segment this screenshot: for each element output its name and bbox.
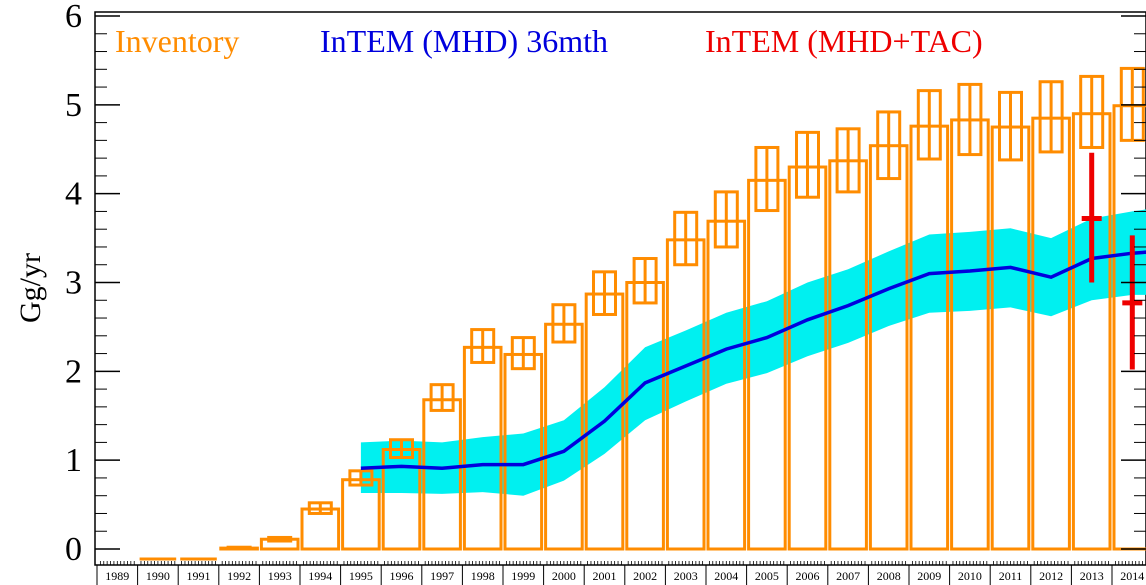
inventory-error-box: [673, 210, 699, 267]
year-label: 2002: [633, 569, 657, 583]
y-tick-label: 6: [65, 0, 82, 35]
y-tick-label: 0: [65, 531, 82, 568]
year-label: 1989: [105, 569, 129, 583]
inventory-bar: [868, 144, 909, 551]
inventory-error-box: [1038, 80, 1064, 154]
inventory-error-box: [957, 82, 983, 157]
year-label: 1997: [430, 569, 454, 583]
inventory-error-box: [307, 501, 333, 515]
inventory-bar: [1031, 116, 1071, 551]
year-label: 2009: [917, 569, 941, 583]
intem-uncertainty-band: [360, 209, 1146, 496]
y-tick-label: 5: [65, 87, 82, 124]
intem-line-layer: [360, 250, 1146, 470]
year-label: 2008: [877, 569, 901, 583]
inventory-error-box: [835, 127, 861, 194]
y-tick-label: 1: [65, 442, 82, 479]
intem-mhd-line: [360, 250, 1146, 470]
inventory-error-box: [267, 535, 293, 543]
inventory-error-box: [551, 303, 577, 344]
inventory-bar: [950, 118, 990, 551]
inventory-error-box: [998, 90, 1023, 162]
inventory-error-box: [754, 145, 780, 213]
inventory-error-box: [510, 336, 536, 371]
legend-inventory: Inventory: [115, 23, 239, 59]
y-tick-label: 3: [65, 265, 82, 302]
legend-intem-mhd: InTEM (MHD) 36mth: [320, 23, 608, 59]
inventory-error-box: [592, 270, 617, 316]
year-label: 1990: [146, 569, 170, 583]
year-label: 2011: [999, 569, 1023, 583]
inventory-error-box: [916, 89, 942, 161]
inventory-bar: [828, 159, 868, 551]
inventory-error-box: [226, 545, 252, 551]
year-label: 1995: [349, 569, 373, 583]
inventory-bar: [909, 124, 950, 551]
year-label: 1999: [511, 569, 535, 583]
year-label: 2013: [1080, 569, 1104, 583]
inventory-error-box: [389, 438, 414, 460]
year-label: 1993: [268, 569, 292, 583]
year-label: 1996: [390, 569, 414, 583]
inventory-error-box: [795, 130, 820, 199]
year-label: 2005: [755, 569, 779, 583]
intem-tac-layer: [1081, 152, 1143, 370]
inventory-error-box: [632, 257, 658, 305]
year-label: 2007: [836, 569, 860, 583]
year-label: 2001: [593, 569, 617, 583]
legend-intem-mhd-tac: InTEM (MHD+TAC): [705, 23, 983, 59]
inventory-error-box: [429, 383, 455, 412]
year-label: 1998: [471, 569, 495, 583]
inventory-error-box: [713, 190, 739, 249]
y-tick-label: 4: [65, 176, 82, 213]
year-label: 2006: [796, 569, 820, 583]
year-label: 2000: [552, 569, 576, 583]
inventory-error-box: [348, 469, 374, 487]
y-tick-label: 2: [65, 353, 82, 390]
uncertainty-band-layer: [360, 209, 1146, 496]
inventory-bar: [300, 507, 341, 551]
inventory-error-box: [1079, 74, 1105, 149]
inventory-bar: [990, 125, 1031, 551]
year-label: 1992: [227, 569, 251, 583]
year-label: 1991: [187, 569, 211, 583]
year-label: 1994: [308, 569, 332, 583]
inventory-error-box: [876, 110, 902, 181]
year-label: 2010: [958, 569, 982, 583]
inventory-bars-layer: [139, 66, 1146, 561]
year-label: 2012: [1039, 569, 1063, 583]
legend: Inventory InTEM (MHD) 36mth InTEM (MHD+T…: [115, 23, 983, 59]
year-label: 2003: [674, 569, 698, 583]
inventory-error-box: [470, 328, 496, 364]
year-label: 2004: [714, 569, 738, 583]
year-label: 2014: [1120, 569, 1144, 583]
y-axis-label: Gg/yr: [14, 253, 47, 323]
axis-layer: 0 1 2 3 4 5 6 1989 1990 1991 1992 1993 1994 1995 1996 1…: [65, 0, 1146, 585]
